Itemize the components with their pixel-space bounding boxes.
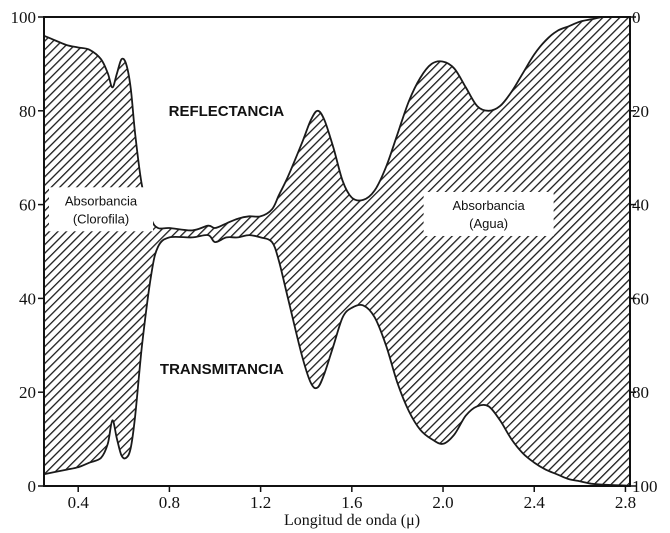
y-right-tick-label: 20 [632,102,649,121]
absorbance-label-line: (Agua) [469,216,508,231]
y-left-tick-label: 20 [19,383,36,402]
x-tick-label: 0.4 [68,493,90,512]
y-right-tick-label: 100 [632,477,658,496]
plot-frame [43,16,631,487]
x-axis-title: Longitud de onda (μ) [284,512,420,529]
y-axis-right: 0 20 40 60 80 100 [630,8,658,496]
y-left-tick-label: 100 [11,8,37,27]
x-tick-label: 2.0 [432,493,453,512]
y-left-tick-label: 60 [19,196,36,215]
absorbance-label-line: (Clorofila) [73,211,129,226]
transmittance-curve [43,234,631,487]
water-box [423,191,554,236]
y-right-tick-label: 40 [632,196,649,215]
y-left-tick-label: 80 [19,102,36,121]
y-right-tick-label: 0 [632,8,641,27]
absorbance-label-line: Absorbancia [65,193,138,208]
y-left-tick-label: 40 [19,289,36,308]
reflectance-label: REFLECTANCIA [169,103,285,120]
reflectance-curve [43,15,630,232]
x-tick-label: 2.4 [524,493,546,512]
y-right-tick-label: 60 [632,289,649,308]
plot-area [43,15,631,487]
y-axis-left: 0 20 40 60 80 100 [11,8,44,496]
y-left-tick-label: 0 [28,477,37,496]
absorbance-label-line: Absorbancia [452,198,525,213]
chlorophyll-box [49,187,154,232]
x-tick-label: 0.8 [159,493,180,512]
x-tick-label: 2.8 [615,493,636,512]
y-right-tick-label: 80 [632,383,649,402]
x-tick-label: 1.2 [250,493,271,512]
transmittance-label: TRANSMITANCIA [160,361,284,378]
x-tick-label: 1.6 [341,493,362,512]
annotations: REFLECTANCIA TRANSMITANCIA Absorbancia (Clo… [49,103,554,378]
absorbance-band [44,16,630,486]
x-axis: 0.4 0.8 1.2 1.6 2.0 2.4 2.8 [68,486,636,512]
